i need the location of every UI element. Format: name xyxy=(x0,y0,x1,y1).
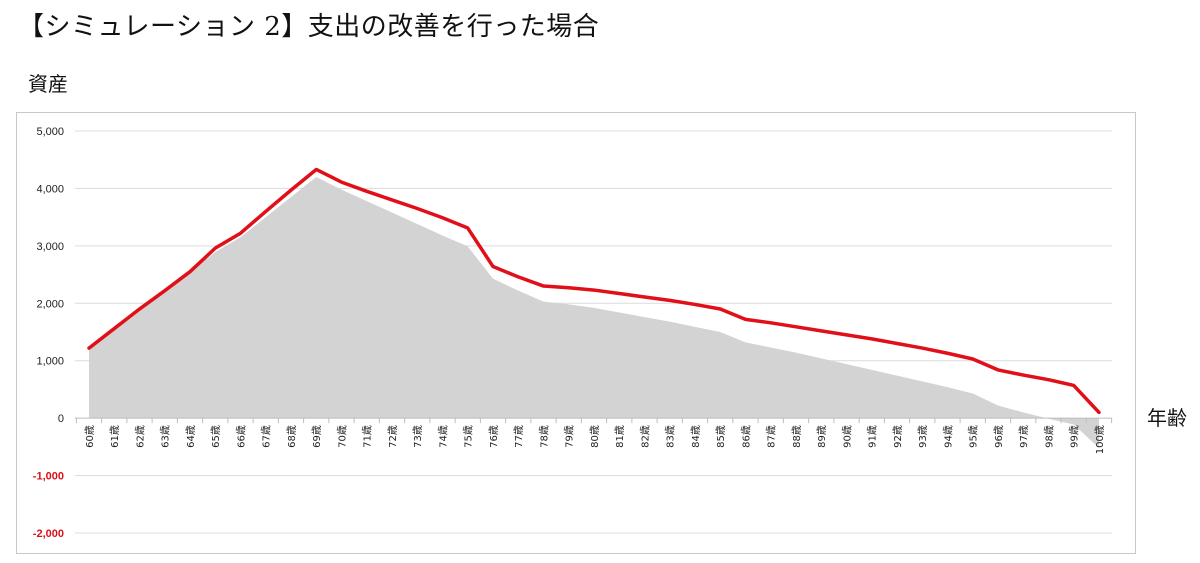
y-tick-label: 3,000 xyxy=(36,241,64,253)
x-tick-label: 93歳 xyxy=(917,425,929,448)
x-tick-label: 60歳 xyxy=(84,425,96,448)
x-axis-label: 年齢 xyxy=(1147,406,1187,430)
series-area xyxy=(89,176,1099,449)
x-tick-label: 71歳 xyxy=(362,425,374,448)
x-tick-label: 88歳 xyxy=(791,425,803,448)
x-tick-label: 84歳 xyxy=(690,425,702,448)
y-tick-label: -1,000 xyxy=(33,471,64,483)
x-tick-label: 67歳 xyxy=(261,425,273,448)
x-tick-label: 61歳 xyxy=(109,425,121,448)
series-line xyxy=(87,167,1101,415)
x-tick-label: 73歳 xyxy=(412,425,424,448)
x-tick-label: 90歳 xyxy=(842,425,854,448)
x-tick-label: 62歳 xyxy=(135,425,147,448)
x-tick-label: 80歳 xyxy=(589,425,601,448)
y-axis-label: 資産 xyxy=(28,72,68,96)
zero-axis xyxy=(75,417,1113,424)
y-tick-label: 4,000 xyxy=(36,183,64,195)
x-tick-label: 75歳 xyxy=(463,425,475,448)
x-tick-label: 87歳 xyxy=(766,425,778,448)
x-tick-label: 68歳 xyxy=(286,425,298,448)
chart-frame xyxy=(16,112,1136,554)
area-fill xyxy=(89,176,1099,449)
x-tick-label: 92歳 xyxy=(892,425,904,448)
x-tick-label: 79歳 xyxy=(564,425,576,448)
x-tick-label: 74歳 xyxy=(438,425,450,448)
x-tick-label: 76歳 xyxy=(488,425,500,448)
y-tick-label: 0 xyxy=(58,413,64,425)
y-tick-label: -2,000 xyxy=(33,528,64,540)
x-tick-label: 91歳 xyxy=(867,425,879,448)
x-tick-label: 95歳 xyxy=(968,425,980,448)
y-tick-labels: 5,000 4,000 3,000 2,000 1,000 0 -1,000 -2,000 xyxy=(33,126,64,540)
x-tick-label: 65歳 xyxy=(210,425,222,448)
x-tick-label: 63歳 xyxy=(160,425,172,448)
x-tick-label: 86歳 xyxy=(741,425,753,448)
y-tick-label: 2,000 xyxy=(36,298,64,310)
x-tick-label: 85歳 xyxy=(715,425,727,448)
y-tick-label: 1,000 xyxy=(36,356,64,368)
page-title: 【シミュレーション 2】支出の改善を行った場合 xyxy=(18,12,600,42)
x-tick-label: 96歳 xyxy=(993,425,1005,448)
x-tick-label: 97歳 xyxy=(1018,425,1030,448)
x-tick-label: 99歳 xyxy=(1069,425,1081,448)
x-tick-label: 100歳 xyxy=(1094,425,1106,454)
x-tick-label: 66歳 xyxy=(236,425,248,448)
x-tick-label: 82歳 xyxy=(640,425,652,448)
x-tick-label: 69歳 xyxy=(311,425,323,448)
x-tick-label: 83歳 xyxy=(665,425,677,448)
x-tick-label: 98歳 xyxy=(1044,425,1056,448)
x-tick-label: 94歳 xyxy=(943,425,955,448)
x-tick-label: 70歳 xyxy=(337,425,349,448)
y-tick-label: 5,000 xyxy=(36,126,64,138)
x-tick-label: 77歳 xyxy=(513,425,525,448)
x-tick-label: 72歳 xyxy=(387,425,399,448)
x-tick-labels: 60歳 61歳 62歳 63歳 64歳 65歳 66歳 67歳 68歳 69歳 70歳 71歳 72歳 7… xyxy=(84,425,1106,454)
x-tick-label: 81歳 xyxy=(614,425,626,448)
x-tick-label: 89歳 xyxy=(816,425,828,448)
x-tick-label: 64歳 xyxy=(185,425,197,448)
x-tick-label: 78歳 xyxy=(539,425,551,448)
